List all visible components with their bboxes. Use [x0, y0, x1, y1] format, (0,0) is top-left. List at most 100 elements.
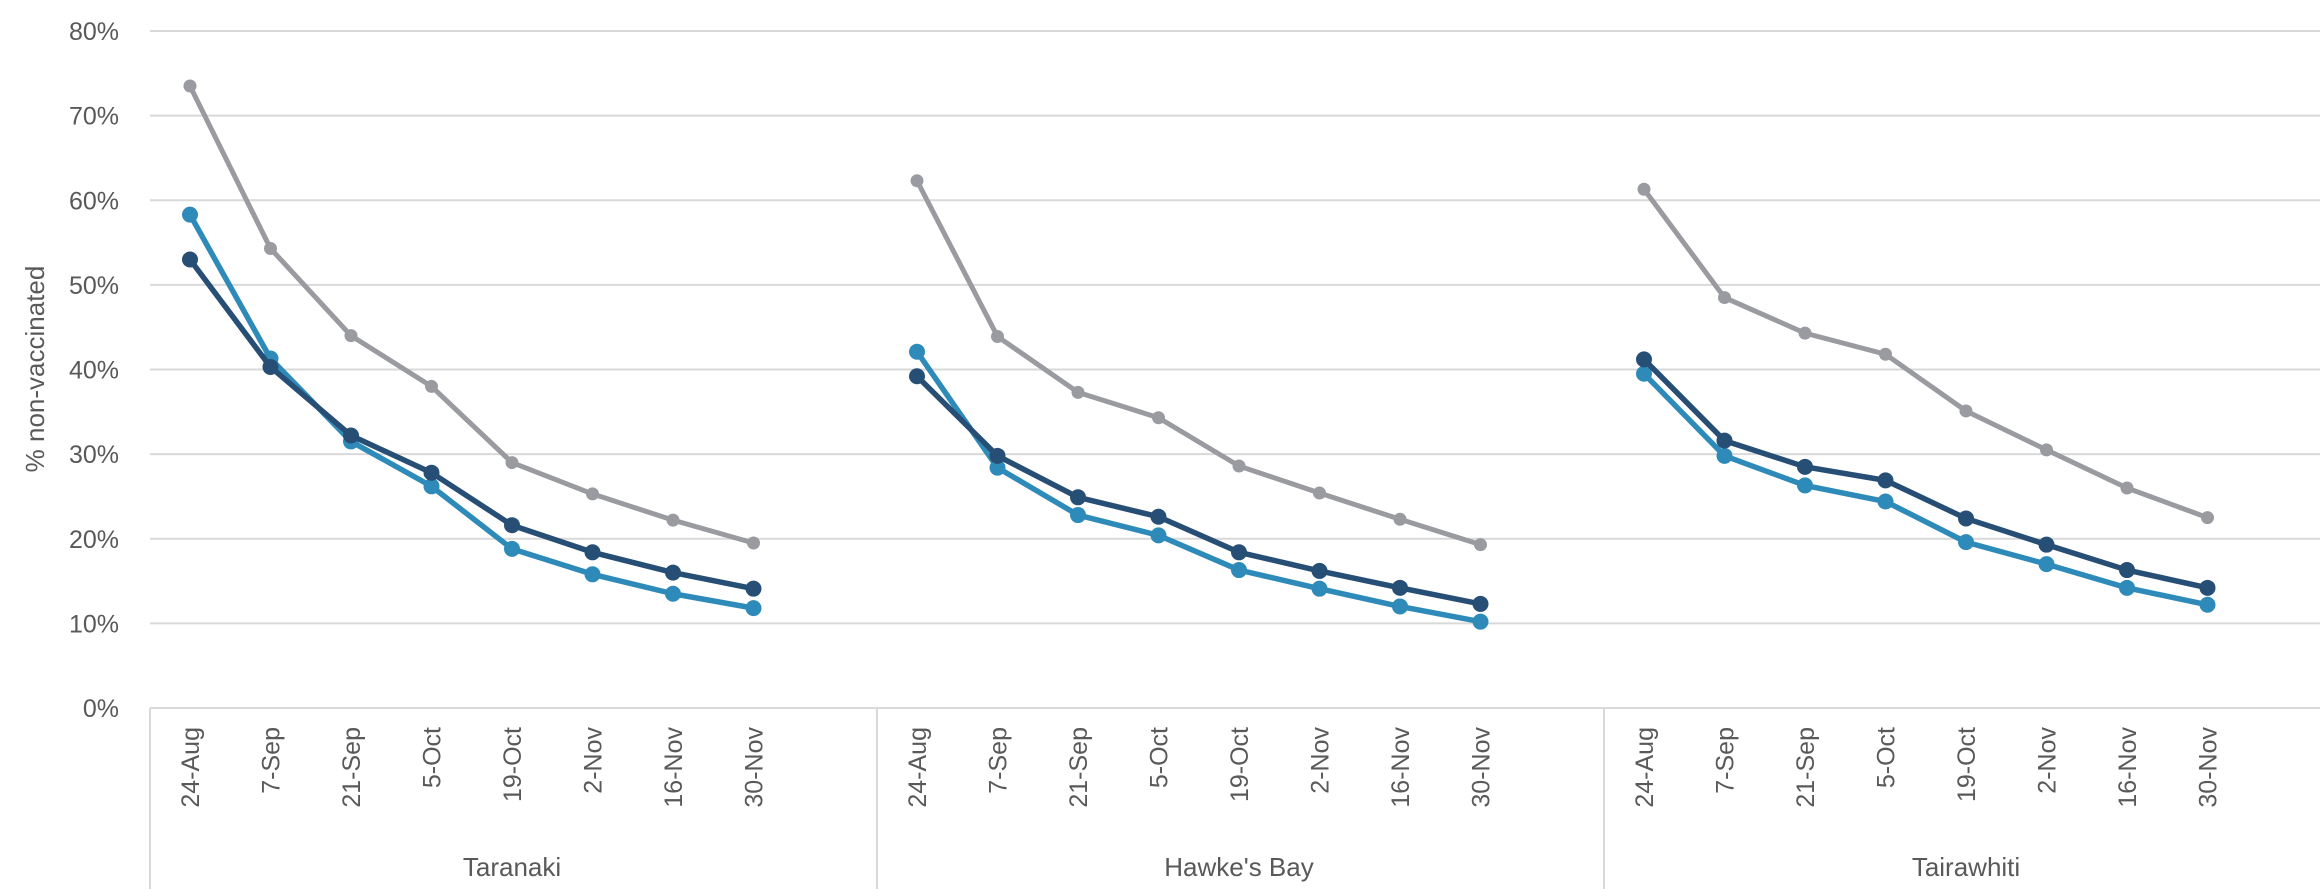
data-point [2040, 443, 2053, 457]
data-point [2199, 596, 2216, 613]
data-point [2199, 579, 2216, 596]
data-point [1959, 404, 1973, 418]
series-line [1641, 356, 2211, 591]
data-point [423, 478, 440, 495]
data-point [423, 464, 440, 481]
y-tick-label: 50% [69, 272, 119, 300]
data-point [666, 513, 680, 527]
x-tick-label: 24-Aug [177, 727, 205, 808]
data-point [425, 379, 438, 393]
y-tick-label: 30% [69, 441, 119, 469]
data-point [1637, 182, 1651, 196]
data-point [747, 536, 760, 550]
data-point [2038, 556, 2055, 573]
data-point [1958, 534, 1974, 551]
data-point [909, 343, 925, 360]
data-point [1392, 598, 1408, 615]
y-tick-label: 10% [69, 610, 119, 638]
data-point [586, 487, 599, 501]
data-point [745, 600, 762, 617]
data-point [665, 564, 681, 581]
data-point [1636, 365, 1652, 382]
series-line [914, 348, 1484, 625]
data-point [1718, 291, 1731, 305]
x-tick-label: 21-Sep [338, 727, 366, 808]
x-tick-label: 2-Nov [579, 727, 607, 794]
data-point [584, 566, 601, 583]
data-point [1472, 613, 1489, 630]
data-point [2120, 481, 2134, 495]
y-tick-label: 20% [69, 526, 119, 554]
group-label: Tairawhiti [1912, 852, 2020, 882]
data-point [1798, 326, 1812, 340]
data-point [1958, 510, 1974, 527]
x-tick-label: 7-Sep [257, 727, 285, 794]
x-tick-label: 24-Aug [1631, 727, 1659, 808]
x-tick-label: 7-Sep [1711, 727, 1739, 794]
y-tick-label: 60% [69, 187, 119, 215]
data-point [1472, 595, 1489, 612]
data-point [1232, 459, 1246, 473]
data-point [1636, 351, 1652, 368]
x-tick-label: 16-Nov [2114, 727, 2142, 808]
group-label: Taranaki [463, 852, 561, 882]
series-lines [182, 79, 2216, 630]
y-tick-label: 0% [83, 695, 119, 723]
x-tick-label: 7-Sep [984, 727, 1012, 794]
y-tick-label: 70% [69, 103, 119, 131]
data-point [1716, 447, 1733, 464]
x-tick-label: 5-Oct [1872, 727, 1900, 788]
group-label: Hawke's Bay [1164, 852, 1313, 882]
x-tick-label: 30-Nov [2194, 727, 2222, 808]
data-point [1150, 527, 1167, 544]
series-line [914, 178, 1483, 548]
x-axis [149, 707, 2320, 889]
data-point [183, 79, 197, 93]
data-point [182, 251, 198, 268]
data-point [989, 447, 1006, 464]
x-tick-label: 16-Nov [1387, 727, 1415, 808]
data-point [1877, 493, 1894, 510]
data-point [1071, 385, 1085, 399]
y-tick-label: 80% [69, 18, 119, 46]
data-point [1474, 538, 1487, 552]
data-point [2119, 579, 2135, 596]
data-point [1231, 562, 1247, 579]
x-tick-label: 2-Nov [1306, 727, 1334, 794]
data-point [2038, 536, 2055, 553]
data-point [1152, 411, 1165, 425]
x-axis-ticks: 24-Aug 7-Sep 21-Sep 5-Oct 19-Oct 2-Nov 16-Nov 3… [177, 727, 2223, 808]
data-point [991, 329, 1004, 343]
data-point [989, 459, 1006, 476]
data-point [1797, 477, 1813, 494]
data-point [1797, 458, 1813, 475]
data-point [1150, 508, 1167, 525]
data-point [1393, 512, 1407, 526]
group-labels: Taranaki Hawke's Bay Tairawhiti [463, 852, 2020, 882]
data-point [505, 456, 519, 470]
data-point [909, 368, 925, 385]
y-axis-label: % non-vaccinated [20, 266, 50, 473]
data-point [1877, 472, 1894, 489]
x-tick-label: 30-Nov [1467, 727, 1495, 808]
data-point [1879, 347, 1892, 361]
x-tick-label: 21-Sep [1065, 727, 1093, 808]
x-tick-label: 5-Oct [418, 727, 446, 788]
series-line [187, 211, 757, 611]
x-tick-label: 21-Sep [1792, 727, 1820, 808]
data-point [1070, 507, 1086, 524]
data-point [745, 580, 762, 597]
x-tick-label: 19-Oct [1953, 727, 1981, 802]
y-tick-label: 40% [69, 357, 119, 385]
data-point [1231, 544, 1247, 561]
data-point [504, 517, 520, 534]
data-point [2201, 511, 2214, 525]
y-axis-ticks: 0% 10% 20% 30% 40% 50% 60% 70% 80% [69, 18, 119, 723]
x-tick-label: 2-Nov [2033, 727, 2061, 794]
series-line [1641, 186, 2210, 521]
data-point [343, 427, 359, 444]
series-line [914, 373, 1484, 607]
data-point [1311, 580, 1328, 597]
x-tick-label: 19-Oct [499, 727, 527, 802]
